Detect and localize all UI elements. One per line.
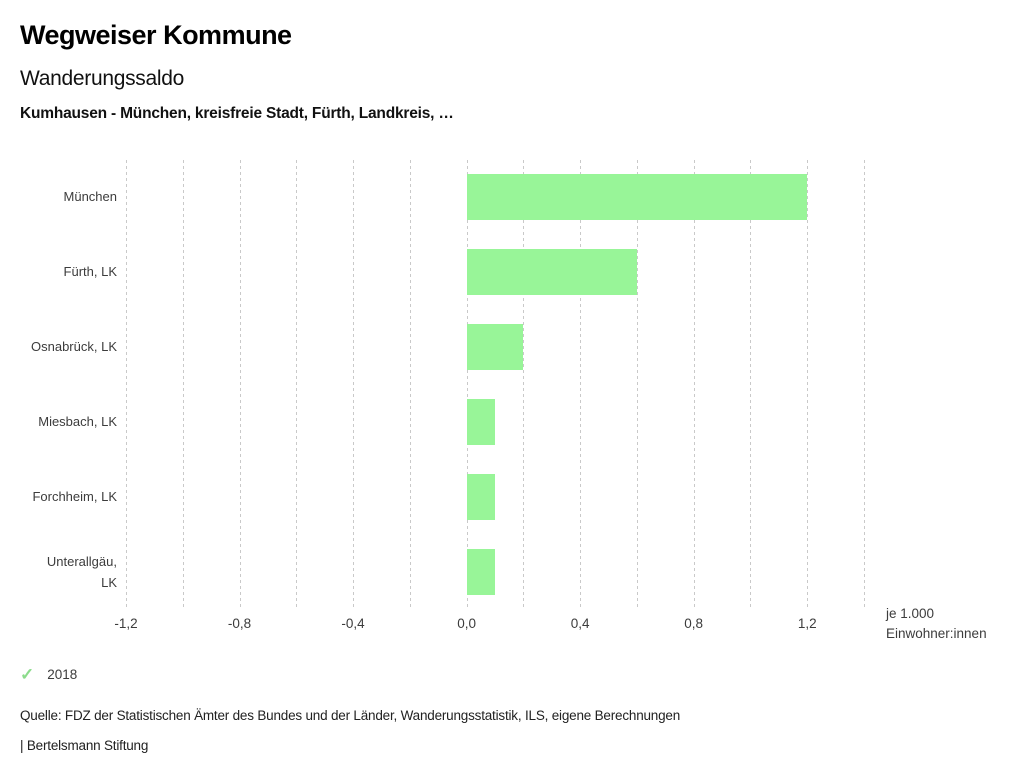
checkmark-icon: ✓ [20,665,35,684]
category-label-row: Unterallgäu, LK [20,535,117,610]
bar-chart: München Fürth, LK Osnabrück, LK Miesbach, L… [20,160,1004,641]
bar-row [126,310,864,385]
category-label: Unterallgäu, LK [46,553,117,590]
category-label-row: Osnabrück, LK [20,310,117,385]
gridline [296,160,298,610]
bar-row [126,385,864,460]
x-tick-label: -1,2 [114,616,138,631]
x-axis: -1,2 -0,8 -0,4 0,0 0,4 0,8 1,2 [114,616,864,638]
axis-unit-line: Einwohner:innen [886,626,987,642]
gridline [353,160,355,610]
category-labels: München Fürth, LK Osnabrück, LK Miesbach, L… [20,160,117,610]
source-text: Quelle: FDZ der Statistischen Ämter des … [20,708,681,723]
x-tick-label: 0,0 [457,616,476,631]
gridline [126,160,127,610]
bar-fürth-lk[interactable] [466,249,637,295]
bar-row [126,160,864,235]
chart-title: Wanderungssaldo [20,67,184,90]
bar-münchen[interactable] [466,174,808,220]
bar-row [126,535,864,610]
category-label: Fürth, LK [63,264,117,280]
gridline [523,160,525,610]
app-title: Wegweiser Kommune [20,20,292,50]
bar-forchheim-lk[interactable] [466,474,495,520]
category-label: Miesbach, LK [38,414,117,430]
x-tick-label: -0,8 [227,616,252,631]
x-tick-label: 0,4 [570,616,590,631]
axis-unit-line: je 1.000 [886,606,935,621]
legend[interactable]: ✓ 2018 [20,666,77,683]
gridline [409,160,411,610]
x-tick-label: -0,4 [341,616,365,631]
gridline [182,160,184,610]
plot-area [126,160,865,610]
gridline [693,160,695,610]
legend-year-label: 2018 [47,667,78,682]
category-label: Osnabrück, LK [31,339,117,355]
category-label-row: München [20,160,117,235]
gridline [239,160,241,610]
x-tick-label: 0,8 [684,616,704,631]
x-tick-label: 1,2 [797,616,817,631]
bar-miesbach-lk[interactable] [466,399,495,445]
category-label-row: Miesbach, LK [20,385,117,460]
gridline [864,160,865,610]
bar-row [126,460,864,535]
axis-unit-label: je 1.000 Einwohner:innen [886,604,987,645]
gridline [750,160,752,610]
bar-osnabrück-lk[interactable] [466,324,524,370]
bar-row [126,235,864,310]
gridline [807,160,809,610]
bar-unterallgäu-lk[interactable] [466,549,495,595]
category-label-row: Fürth, LK [20,235,117,310]
chart-subtitle: Kumhausen - München, kreisfreie Stadt, F… [20,105,454,122]
category-label-row: Forchheim, LK [20,460,117,535]
category-label: München [63,189,117,205]
gridline [466,160,468,610]
branding-text: | Bertelsmann Stiftung [20,738,149,753]
category-label: Forchheim, LK [32,489,117,505]
gridline [580,160,582,610]
gridline [636,160,638,610]
